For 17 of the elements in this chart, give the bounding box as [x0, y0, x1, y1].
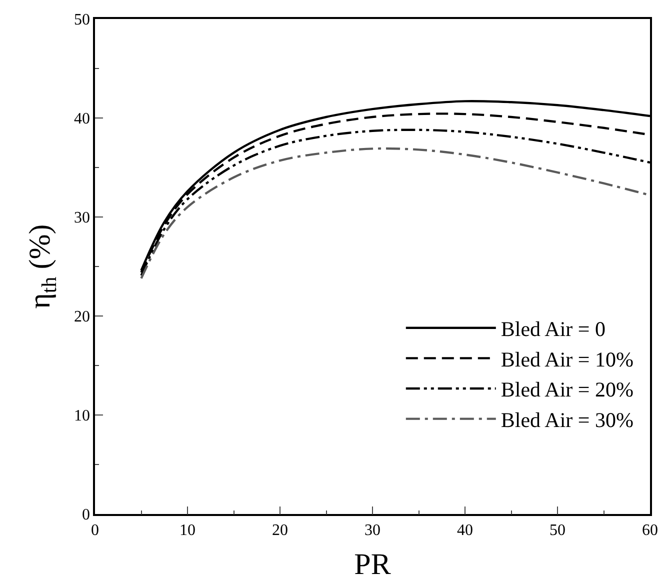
y-tick-label: 10 — [74, 408, 90, 425]
y-tick-label: 20 — [74, 308, 90, 326]
legend-label: Bled Air = 0 — [500, 317, 606, 342]
x-tick-label: 40 — [457, 522, 473, 539]
x-axis-title: PR — [354, 548, 391, 581]
x-tick-label: 30 — [364, 522, 380, 539]
legend-label: Bled Air = 10% — [500, 347, 634, 372]
y-tick-label: 50 — [74, 12, 90, 29]
x-tick-label: 20 — [272, 522, 288, 539]
y-tick-label: 30 — [74, 210, 90, 227]
y-tick-label: 0 — [82, 506, 90, 524]
legend-label: Bled Air = 20% — [500, 378, 634, 402]
x-tick-label: 10 — [180, 522, 196, 539]
y-tick-label: 40 — [74, 110, 90, 128]
x-tick-label: 50 — [550, 522, 566, 539]
legend-label: Bled Air = 30% — [500, 408, 634, 432]
x-tick-label: 60 — [642, 522, 658, 539]
